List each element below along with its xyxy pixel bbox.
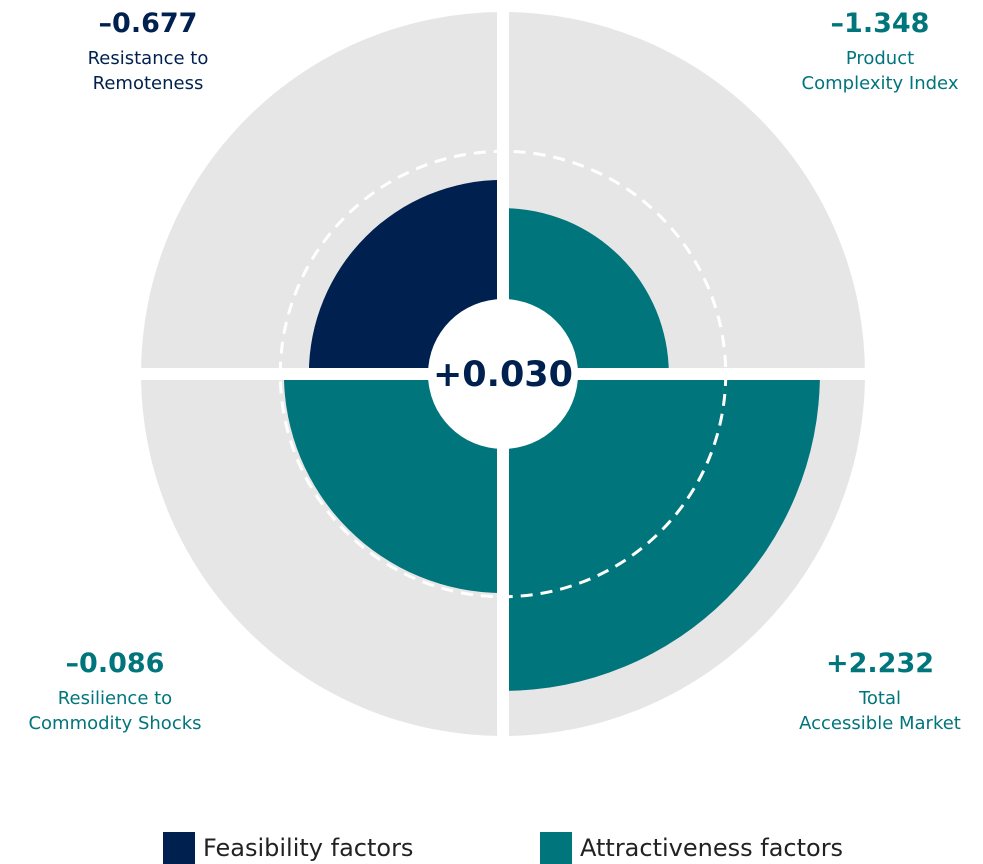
value-label: –0.086 bbox=[65, 648, 165, 679]
category-label: Resistance to Remoteness bbox=[87, 48, 209, 94]
total-value: +0.030 bbox=[433, 355, 573, 395]
legend-label: Attractiveness factors bbox=[580, 834, 843, 862]
value-label: +2.232 bbox=[825, 648, 935, 679]
bar bbox=[503, 374, 820, 691]
center-circle bbox=[428, 299, 578, 449]
bar bbox=[283, 374, 503, 594]
category-label: Product Complexity Index bbox=[801, 48, 959, 94]
value-label: –1.348 bbox=[830, 8, 930, 39]
value-label: –0.677 bbox=[98, 8, 198, 39]
category-label: Resilience to Commodity Shocks bbox=[28, 688, 202, 734]
legend-swatch bbox=[163, 832, 195, 864]
legend-label: Feasibility factors bbox=[203, 834, 413, 862]
category-label: Total Accessible Market bbox=[799, 688, 961, 734]
legend-swatch bbox=[540, 832, 572, 864]
